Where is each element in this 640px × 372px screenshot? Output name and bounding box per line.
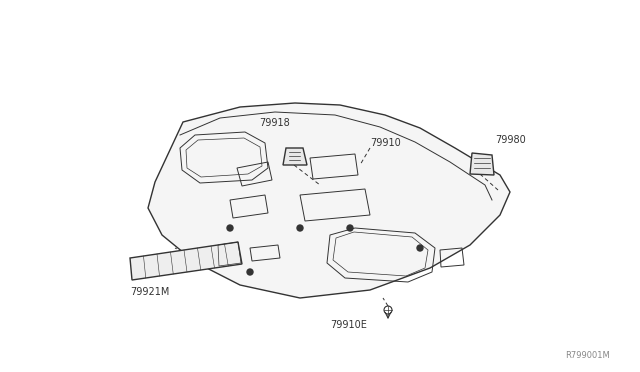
Text: 79918: 79918 <box>260 118 291 128</box>
Polygon shape <box>130 242 242 280</box>
Circle shape <box>227 225 233 231</box>
Text: R799001M: R799001M <box>565 351 610 360</box>
Text: 79910E: 79910E <box>330 320 367 330</box>
Polygon shape <box>283 148 307 165</box>
Circle shape <box>417 245 423 251</box>
Circle shape <box>347 225 353 231</box>
Circle shape <box>247 269 253 275</box>
Polygon shape <box>148 103 510 298</box>
Circle shape <box>297 225 303 231</box>
Text: 79921M: 79921M <box>130 287 170 297</box>
Text: 79910: 79910 <box>370 138 401 148</box>
Polygon shape <box>470 153 494 175</box>
Text: 79980: 79980 <box>495 135 525 145</box>
